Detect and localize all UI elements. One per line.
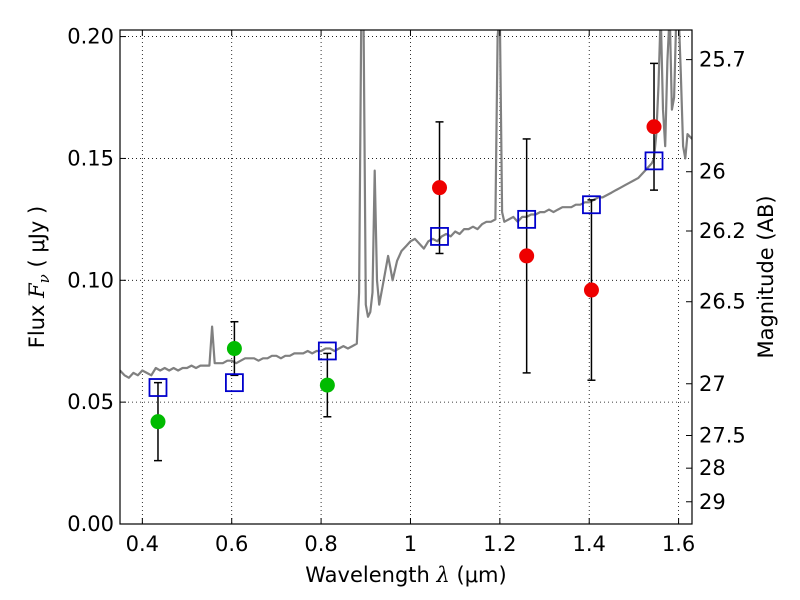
- mag-tick-label: 29: [699, 490, 726, 514]
- observed-flux-point: [226, 341, 242, 357]
- model-photometry-square: [644, 151, 664, 171]
- y2-axis-label: Magnitude (AB): [754, 195, 778, 358]
- model-photometry-square: [517, 209, 537, 229]
- x-tick-label: 1.4: [573, 532, 606, 556]
- y-tick-label: 0.00: [67, 512, 114, 536]
- data-layer: [120, 30, 692, 462]
- model-photometry-square: [317, 341, 337, 361]
- model-photometry-square: [430, 227, 449, 246]
- observed-flux-point: [583, 282, 599, 298]
- model-photometry-square: [224, 373, 244, 393]
- observed-flux-point: [150, 414, 166, 430]
- mag-tick-label: 26: [699, 160, 726, 184]
- x-tick-label: 0.8: [304, 532, 337, 556]
- y-tick-label: 0.15: [67, 146, 114, 170]
- y-tick-label: 0.20: [67, 25, 114, 49]
- mag-tick-label: 28: [699, 456, 726, 480]
- x-tick-label: 1.6: [662, 532, 695, 556]
- x-tick-label: 0.6: [215, 532, 248, 556]
- observed-flux-point: [319, 377, 335, 393]
- mag-tick-label: 25.7: [699, 48, 746, 72]
- model-spectrum-line: [120, 30, 692, 379]
- plot-frame: [119, 29, 693, 525]
- grid: [120, 30, 692, 525]
- y-axis-label: Flux Fν ( μJy ): [25, 206, 53, 348]
- y-tick-label: 0.10: [67, 268, 114, 292]
- x-tick-label: 1: [404, 532, 417, 556]
- mag-tick-label: 27: [699, 372, 726, 396]
- x-tick-label: 0.4: [126, 532, 159, 556]
- model-photometry-square: [148, 378, 168, 397]
- y-tick-label: 0.05: [67, 390, 114, 414]
- model-photometry-square: [582, 195, 601, 215]
- x-axis-label: Wavelength λ (μm): [305, 563, 506, 587]
- mag-tick-label: 26.5: [699, 290, 746, 314]
- observed-flux-point: [646, 119, 662, 135]
- ticks: 0.4 0.6 0.8 1 1.2 1.4 1.6 0.00 0.05 0.10 0.15 0.20 2…: [67, 25, 746, 556]
- mag-tick-label: 26.2: [699, 219, 746, 243]
- mag-tick-label: 27.5: [699, 424, 746, 448]
- observed-flux-point: [432, 180, 448, 196]
- x-tick-label: 1.2: [483, 532, 516, 556]
- observed-flux-point: [519, 248, 535, 264]
